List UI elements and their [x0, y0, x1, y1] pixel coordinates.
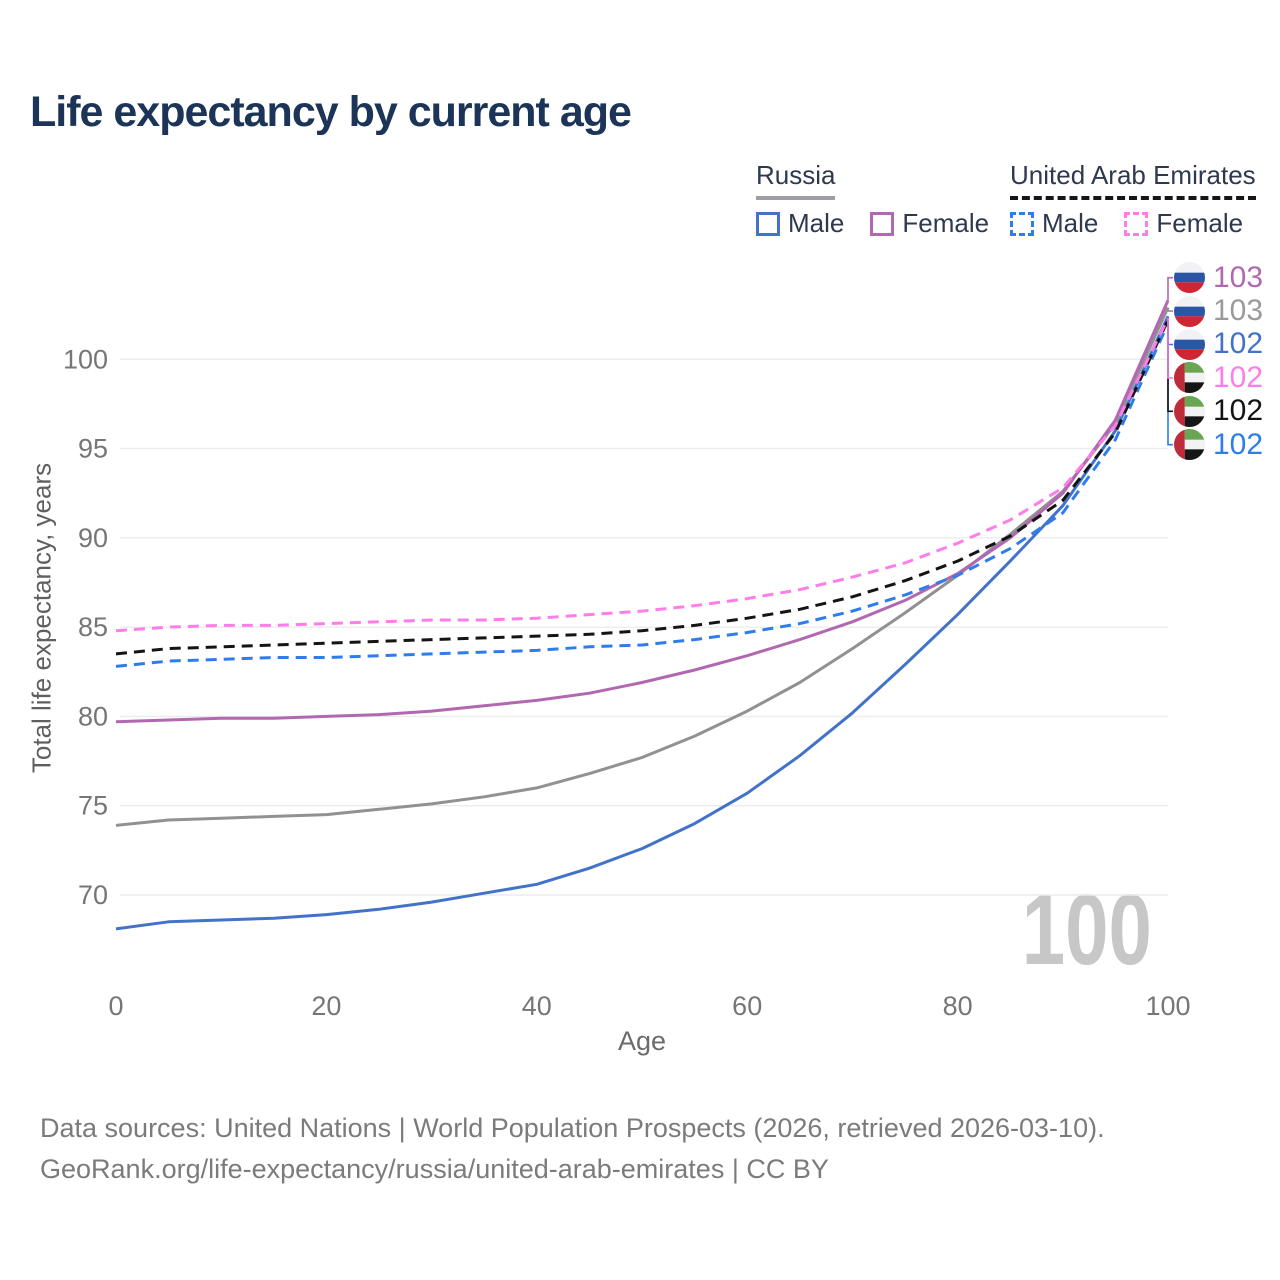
- y-tick-label: 100: [63, 344, 108, 374]
- footer-source-line: Data sources: United Nations | World Pop…: [40, 1113, 1105, 1143]
- legend-item-uae-male[interactable]: Male: [1010, 208, 1098, 239]
- footer: Data sources: United Nations | World Pop…: [40, 1108, 1105, 1190]
- watermark-age-counter: 100: [1021, 874, 1152, 986]
- end-value-label: 102: [1213, 394, 1264, 428]
- legend-country-uae: United Arab Emirates: [1010, 160, 1256, 200]
- y-tick-label: 70: [78, 880, 108, 910]
- y-tick-label: 95: [78, 434, 108, 464]
- uae-flag-icon: [1174, 395, 1205, 427]
- legend-group-russia: Russia Male Female: [756, 160, 989, 239]
- series-line-united-arab-emirates-both-sexes-: [115, 319, 1170, 656]
- legend-item-uae-female[interactable]: Female: [1124, 208, 1243, 239]
- russia-flag-icon: [1174, 262, 1205, 294]
- leader-line: [1167, 307, 1173, 312]
- page-title: Life expectancy by current age: [30, 88, 632, 136]
- russia-flag-icon: [1174, 295, 1205, 327]
- x-tick-label: 100: [1145, 991, 1190, 1021]
- legend-label: Female: [902, 208, 990, 238]
- legend-item-russia-female[interactable]: Female: [870, 208, 989, 239]
- x-axis-title: Age: [617, 1026, 667, 1056]
- end-label-row: 103: [1174, 294, 1263, 327]
- leader-line: [1167, 276, 1173, 301]
- russia-flag-icon: [1174, 328, 1205, 360]
- end-label-column: 103 103 102 102 102 102: [1174, 261, 1263, 461]
- russia-female-swatch-icon: [870, 211, 895, 236]
- y-tick-label: 85: [78, 612, 108, 642]
- y-tick-label: 75: [78, 791, 108, 821]
- russia-male-swatch-icon: [756, 211, 780, 236]
- x-tick-label: 20: [311, 991, 341, 1021]
- uae-female-swatch-icon: [1124, 211, 1149, 236]
- legend-label: Male: [788, 208, 845, 238]
- leader-line: [1167, 318, 1173, 379]
- end-value-label: 103: [1213, 260, 1264, 294]
- x-tick-label: 60: [732, 991, 762, 1021]
- legend-label: Male: [1042, 208, 1099, 238]
- x-tick-label: 80: [943, 991, 973, 1021]
- series-line-united-arab-emirates-female: [115, 317, 1170, 633]
- series-line-russia-female: [115, 299, 1170, 724]
- end-label-row: 103: [1174, 261, 1263, 294]
- end-value-label: 103: [1213, 294, 1264, 328]
- end-label-row: 102: [1174, 428, 1263, 461]
- end-value-label: 102: [1213, 327, 1264, 361]
- x-tick-label: 0: [108, 991, 123, 1021]
- x-tick-label: 40: [522, 991, 552, 1021]
- end-label-row: 102: [1174, 328, 1263, 361]
- uae-flag-icon: [1174, 362, 1205, 394]
- legend-group-uae: United Arab Emirates Male Female: [1010, 160, 1256, 239]
- uae-flag-icon: [1174, 429, 1205, 461]
- end-value-label: 102: [1213, 360, 1264, 394]
- legend-item-russia-male[interactable]: Male: [756, 208, 844, 239]
- y-tick-label: 90: [78, 523, 108, 553]
- uae-male-swatch-icon: [1010, 211, 1034, 236]
- legend-label: Female: [1156, 208, 1244, 238]
- end-label-row: 102: [1174, 395, 1263, 428]
- legend-country-russia: Russia: [756, 160, 836, 200]
- y-tick-label: 80: [78, 701, 108, 731]
- series-line-russia-both-sexes-: [115, 306, 1170, 827]
- end-label-row: 102: [1174, 361, 1263, 394]
- footer-url-line: GeoRank.org/life-expectancy/russia/unite…: [40, 1154, 829, 1184]
- series-line-russia-male: [115, 315, 1170, 931]
- series-line-united-arab-emirates-male: [115, 322, 1170, 668]
- end-value-label: 102: [1213, 427, 1264, 461]
